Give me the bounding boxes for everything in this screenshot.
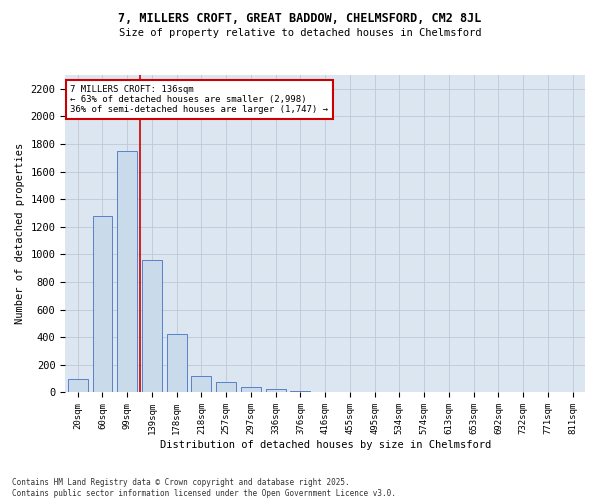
Bar — [92, 216, 112, 392]
Bar — [117, 151, 137, 392]
Bar — [167, 334, 187, 392]
Bar — [142, 260, 162, 392]
Bar — [191, 376, 211, 392]
Text: 7, MILLERS CROFT, GREAT BADDOW, CHELMSFORD, CM2 8JL: 7, MILLERS CROFT, GREAT BADDOW, CHELMSFO… — [118, 12, 482, 26]
Bar — [266, 390, 286, 392]
Bar — [241, 387, 261, 392]
X-axis label: Distribution of detached houses by size in Chelmsford: Distribution of detached houses by size … — [160, 440, 491, 450]
Text: Size of property relative to detached houses in Chelmsford: Size of property relative to detached ho… — [119, 28, 481, 38]
Text: 7 MILLERS CROFT: 136sqm
← 63% of detached houses are smaller (2,998)
36% of semi: 7 MILLERS CROFT: 136sqm ← 63% of detache… — [70, 84, 328, 114]
Bar — [68, 378, 88, 392]
Bar — [290, 391, 310, 392]
Bar — [216, 382, 236, 392]
Y-axis label: Number of detached properties: Number of detached properties — [15, 143, 25, 324]
Text: Contains HM Land Registry data © Crown copyright and database right 2025.
Contai: Contains HM Land Registry data © Crown c… — [12, 478, 396, 498]
